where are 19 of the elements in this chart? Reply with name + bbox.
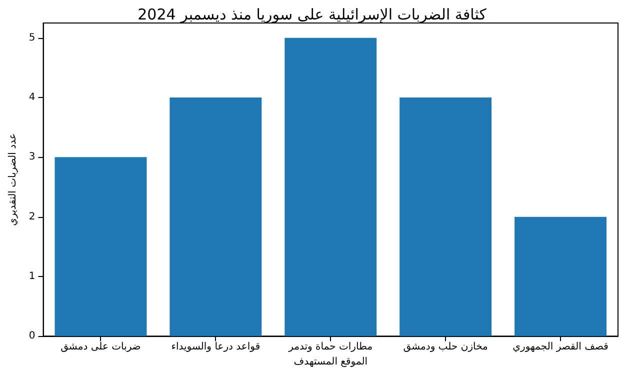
y-tick-label: 4 [28, 92, 36, 104]
bar [170, 98, 262, 336]
bar [54, 157, 147, 336]
bar [514, 216, 607, 336]
x-axis-title: الموقع المستهدف [294, 356, 368, 368]
bar [400, 98, 492, 336]
x-tick-label: قواعد درعا والسويداء [171, 342, 260, 353]
y-axis-title: عدد الضربات التقديري [8, 133, 18, 226]
y-tick-label: 3 [28, 152, 36, 163]
y-tick-label: 0 [28, 330, 36, 342]
y-tick-label: 5 [28, 32, 36, 44]
y-tick-label: 1 [28, 270, 36, 282]
bar [284, 38, 377, 336]
x-tick-label: قصف القصر الجمهوري [512, 342, 609, 353]
x-tick-label: ضربات على دمشق [60, 342, 141, 353]
y-tick-label: 2 [28, 211, 36, 222]
x-tick-label: مخازن حلب ودمشق [403, 342, 488, 353]
chart-title: كثافة الضربات الإسرائيلية على سوريا منذ ديسمبر 2024 [138, 6, 488, 24]
x-tick-label: مطارات حماة وتدمر [288, 342, 373, 353]
